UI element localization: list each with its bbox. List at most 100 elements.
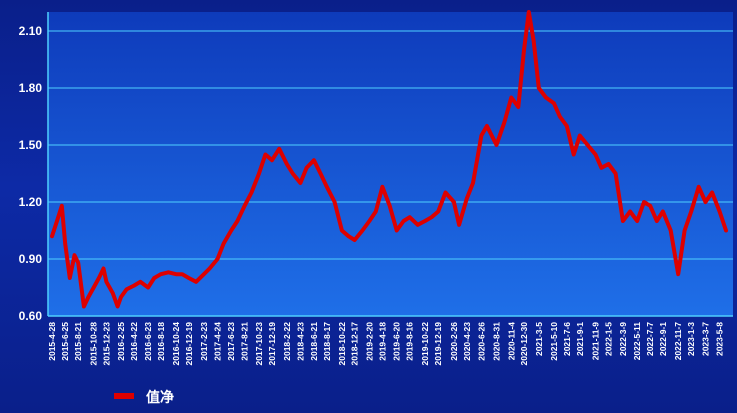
- data-point: [277, 147, 281, 151]
- x-tick-label: 2021-7-6: [562, 322, 572, 356]
- data-point: [298, 181, 302, 185]
- x-tick-label: 2017-6-23: [226, 322, 236, 361]
- legend: 值净: [114, 389, 174, 406]
- x-tick-label: 2015-8-21: [73, 322, 83, 361]
- data-point: [367, 219, 371, 223]
- data-point: [457, 223, 461, 227]
- data-point: [116, 304, 120, 309]
- data-point: [471, 181, 475, 185]
- data-point: [60, 204, 64, 208]
- data-point: [724, 228, 728, 233]
- data-point: [669, 228, 673, 233]
- y-tick-label: 1.80: [19, 81, 43, 95]
- grid-lines: [47, 12, 733, 317]
- data-point: [443, 190, 448, 195]
- data-point: [50, 234, 54, 238]
- legend-label: 值净: [146, 389, 174, 406]
- data-point: [86, 295, 90, 299]
- x-axis-ticks: 2015-4-28 2015-6-25 2015-8-21 2015-10-28 201…: [47, 322, 725, 366]
- y-tick-label: 0.90: [19, 252, 43, 266]
- data-point: [119, 295, 123, 299]
- x-tick-label: 2019-8-16: [405, 322, 415, 361]
- data-point: [532, 38, 536, 43]
- data-point: [689, 209, 693, 214]
- x-tick-label: 2022-1-5: [604, 322, 614, 356]
- data-point: [628, 209, 632, 214]
- x-tick-label: 2016-2-25: [116, 322, 126, 361]
- data-point: [522, 48, 526, 52]
- x-tick-label: 2021-3-5: [534, 322, 544, 356]
- data-point: [436, 209, 440, 214]
- x-tick-label: 2019-6-20: [392, 322, 402, 361]
- y-axis-ticks: 0.60 0.90 1.20 1.50 1.80 2.10: [19, 24, 43, 323]
- data-point: [642, 200, 646, 204]
- x-tick-label: 2015-4-28: [47, 322, 57, 361]
- data-point: [502, 120, 506, 124]
- data-point: [527, 10, 531, 14]
- x-tick-label: 2019-2-20: [364, 322, 374, 361]
- x-tick-label: 2020-4-23: [462, 322, 472, 361]
- data-point: [544, 95, 548, 100]
- data-point: [55, 219, 59, 223]
- data-point: [229, 228, 233, 233]
- y-tick-label: 1.50: [19, 138, 43, 152]
- data-point: [402, 219, 406, 223]
- data-point: [235, 219, 239, 223]
- data-point: [312, 158, 316, 162]
- data-point: [111, 291, 115, 295]
- data-point: [68, 276, 72, 280]
- data-point: [606, 162, 611, 166]
- x-tick-label: 2018-12-17: [350, 322, 360, 366]
- x-tick-label: 2016-6-23: [143, 322, 153, 361]
- x-tick-label: 2022-3-9: [618, 322, 628, 356]
- data-point: [676, 272, 680, 276]
- data-point: [655, 219, 659, 223]
- x-tick-label: 2016-8-18: [156, 322, 166, 361]
- x-tick-label: 2017-4-24: [213, 322, 223, 361]
- data-point: [285, 162, 289, 166]
- x-tick-label: 2018-2-22: [282, 322, 292, 361]
- x-tick-label: 2015-12-23: [101, 322, 111, 366]
- data-point: [76, 261, 80, 265]
- x-tick-label: 2020-8-31: [491, 322, 501, 361]
- x-tick-label: 2022-5-11: [632, 322, 642, 361]
- data-point: [494, 143, 499, 147]
- data-point: [270, 158, 274, 162]
- data-point: [263, 152, 267, 157]
- data-point: [614, 171, 618, 176]
- x-tick-label: 2018-6-21: [309, 322, 319, 361]
- data-point: [593, 152, 598, 157]
- data-point: [194, 280, 198, 284]
- plot-area: [48, 12, 733, 316]
- x-tick-label: 2020-2-26: [449, 322, 459, 361]
- data-point: [63, 242, 67, 246]
- data-point: [552, 101, 556, 105]
- x-tick-label: 2022-9-1: [658, 322, 668, 356]
- data-point: [340, 228, 344, 233]
- x-tick-label: 2022-11-7: [673, 322, 683, 361]
- x-tick-label: 2018-8-17: [322, 322, 332, 361]
- data-point: [452, 200, 456, 204]
- data-point: [621, 219, 625, 223]
- x-tick-label: 2020-6-26: [476, 322, 486, 361]
- data-point: [697, 185, 701, 189]
- data-point: [537, 86, 541, 90]
- data-point: [180, 272, 184, 276]
- data-point: [82, 304, 86, 309]
- data-point: [72, 253, 77, 257]
- data-point: [718, 209, 722, 214]
- data-point: [374, 209, 378, 214]
- data-point: [558, 114, 562, 119]
- x-tick-label: 2021-9-1: [575, 322, 585, 356]
- x-tick-label: 2019-4-18: [377, 322, 387, 361]
- data-point: [423, 219, 427, 223]
- data-point: [516, 105, 520, 109]
- x-tick-label: 2021-11-9: [591, 322, 601, 361]
- data-point: [485, 124, 489, 128]
- data-point: [166, 270, 170, 274]
- x-tick-label: 2016-4-22: [129, 322, 139, 361]
- x-tick-label: 2020-12-30: [519, 322, 529, 366]
- y-tick-label: 1.20: [19, 195, 43, 209]
- data-point: [221, 242, 226, 246]
